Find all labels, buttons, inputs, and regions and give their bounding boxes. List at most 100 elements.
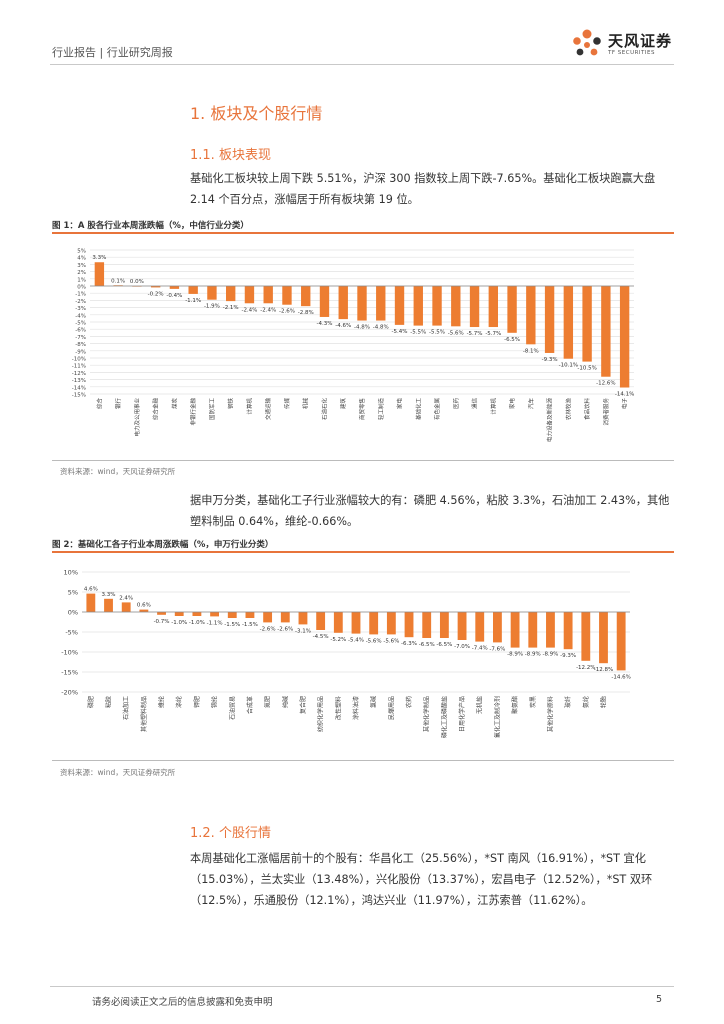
chart2-category-label: 涤纶 [175, 696, 183, 708]
chart1-bar [150, 286, 161, 288]
chart1-y-tick: -5% [75, 321, 86, 327]
chart2-y-tick: -10% [61, 649, 78, 657]
chart1-y-tick: -13% [72, 378, 86, 384]
chart2-data-label: -1.0% [171, 620, 187, 626]
chart2-data-label: -7.6% [489, 646, 505, 652]
chart2-category-label: 氨纶 [582, 696, 590, 708]
chart1-y-tick: -15% [72, 393, 86, 399]
chart1-bar [507, 286, 517, 333]
chart2-bar [316, 612, 326, 630]
chart2-bar [528, 612, 538, 648]
chart1-y-tick: 4% [77, 256, 86, 262]
chart1-y-tick: -8% [75, 342, 86, 348]
chart1-bar [263, 286, 273, 304]
chart2-bar [86, 593, 96, 612]
chart1-category-label: 医药 [452, 398, 460, 410]
chart2-category-label: 氟化工及制冷剂 [493, 696, 501, 738]
chart1-y-tick: -10% [72, 357, 86, 363]
chart1-category-label: 银行 [114, 398, 122, 410]
chart2-category-label: 维纶 [158, 696, 166, 708]
chart1-y-tick: -7% [75, 335, 86, 341]
section-1-1-title: 1.1. 板块表现 [190, 148, 271, 163]
chart1-category-label: 机械 [302, 398, 310, 410]
chart1-category-label: 电子 [621, 398, 629, 410]
chart1-bar [526, 286, 536, 345]
chart1-data-label: -9.3% [542, 357, 558, 363]
section-1-2-title: 1.2. 个股行情 [190, 826, 271, 841]
chart2-category-label: 无机盐 [476, 696, 484, 714]
chart2-bar [475, 612, 485, 642]
chart2-data-label: -6.3% [401, 641, 417, 647]
chart1-data-label: 0.1% [111, 278, 125, 284]
chart2-data-label: -1.5% [242, 622, 258, 628]
chart2-category-label: 氯碱 [370, 696, 378, 708]
chart1-bar [301, 286, 311, 307]
chart2-bar [422, 612, 432, 638]
header-divider [50, 64, 674, 65]
chart2-y-tick: 0% [68, 609, 78, 617]
chart2-bar [351, 612, 361, 634]
chart1-data-label: -5.4% [392, 329, 408, 335]
chart2-category-label: 玻纤 [564, 696, 572, 708]
chart1-data-label: -4.6% [335, 323, 351, 329]
logo-text-cn: 天风证券 [608, 32, 673, 50]
chart2-category-label: 改性塑料 [334, 696, 342, 720]
chart2-category-label: 炭黑 [530, 696, 537, 708]
chart1-data-label: -1.1% [185, 298, 201, 304]
chart1-bar [226, 286, 236, 302]
chart2-data-label: -5.4% [348, 638, 364, 644]
chart1-bar [394, 286, 405, 325]
chart1-y-tick: 5% [77, 249, 86, 255]
chart1-y-tick: 3% [77, 263, 86, 269]
footer-divider [50, 986, 674, 987]
chart1-y-tick: 1% [77, 277, 86, 283]
chart1-category-label: 有色金属 [433, 398, 441, 420]
chart2-bar [616, 612, 626, 671]
chart2-category-label: 聚氨酯 [511, 696, 519, 714]
chart1-data-label: 0.0% [130, 279, 144, 285]
chart2-data-label: -7.4% [472, 646, 488, 652]
chart1-data-label: 3.3% [92, 255, 106, 261]
chart1-bar [94, 262, 105, 286]
chart2-bar [245, 612, 255, 618]
chart1-data-label: -2.6% [279, 309, 295, 315]
chart2-data-label: -8.9% [525, 652, 541, 658]
chart2-bar [439, 612, 449, 638]
chart2-bar [227, 612, 237, 618]
chart2-bar [510, 612, 520, 648]
chart1-data-label: -10.5% [577, 366, 596, 372]
chart2-y-tick: -15% [61, 669, 78, 677]
chart1-y-tick: -9% [75, 349, 86, 355]
chart2-bar [563, 612, 573, 650]
chart2-data-label: -3.1% [295, 628, 311, 634]
chart1-data-label: -5.7% [485, 331, 501, 337]
chart2-data-label: -6.5% [436, 642, 452, 648]
chart2-category-label: 农药 [405, 696, 413, 708]
figure-2-chart: 10% 5% 0% -5% -10% -15% -20% 4.6% 磷肥 3.3% 粘胶 2.4% 石油… [61, 569, 631, 739]
chart1-y-tick: -1% [75, 292, 86, 298]
chart1-y-tick: -11% [72, 364, 86, 370]
chart2-y-tick: 5% [68, 589, 78, 597]
chart2-category-label: 其他塑料制品 [140, 696, 148, 732]
chart2-data-label: -1.0% [189, 620, 205, 626]
chart1-bar [432, 286, 442, 326]
chart2-category-label: 钾肥 [193, 696, 201, 708]
chart2-category-label: 轮胎 [599, 696, 607, 708]
figure-1-source: 资料来源：wind，天风证券研究所 [60, 467, 176, 476]
report-type: 行业报告 | 行业研究周报 [52, 46, 173, 59]
chart1-category-label: 传媒 [283, 398, 291, 410]
chart2-category-label: 其他化学原料 [546, 696, 554, 732]
chart2-category-label: 粘胶 [105, 696, 113, 708]
footer-disclaimer: 请务必阅读正文之后的信息披露和免责申明 [92, 997, 273, 1008]
figure-2-source: 资料来源：wind，天风证券研究所 [60, 768, 176, 777]
chart2-data-label: -5.6% [366, 638, 382, 644]
chart1-bar [582, 286, 592, 362]
chart2-bar [263, 612, 273, 623]
chart1-bar [244, 286, 255, 304]
chart2-category-label: 纺织化学用品 [317, 696, 325, 732]
chart1-category-label: 汽车 [527, 398, 535, 410]
chart1-category-label: 电力及公用事业 [133, 398, 141, 437]
chart2-y-tick: -20% [61, 689, 78, 697]
page-number: 5 [656, 994, 663, 1005]
figure-2-frame [52, 551, 674, 761]
